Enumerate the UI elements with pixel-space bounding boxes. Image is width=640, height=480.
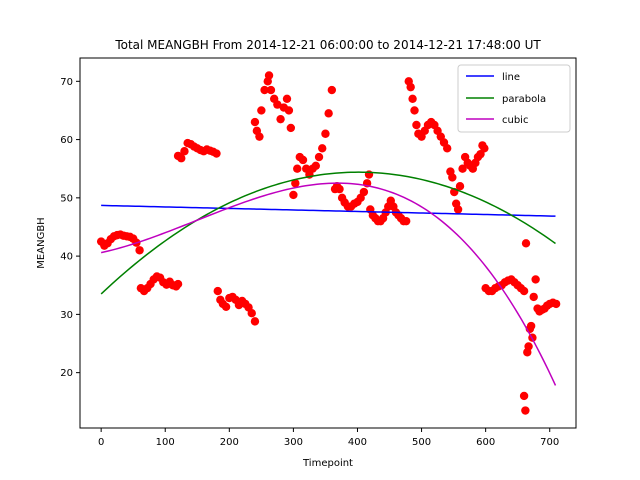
data-point bbox=[455, 181, 465, 191]
legend-parabola-label: parabola bbox=[502, 94, 546, 105]
data-point bbox=[289, 190, 298, 200]
data-point bbox=[282, 94, 292, 103]
data-point bbox=[264, 71, 274, 80]
data-points bbox=[96, 71, 561, 415]
x-tick-label: 500 bbox=[412, 437, 431, 448]
data-point bbox=[529, 292, 538, 302]
data-point bbox=[298, 155, 308, 165]
data-point bbox=[173, 279, 183, 289]
data-point bbox=[221, 302, 231, 311]
data-point bbox=[327, 85, 337, 95]
data-point bbox=[521, 239, 531, 248]
data-point bbox=[406, 82, 415, 92]
data-point bbox=[276, 114, 285, 124]
data-point bbox=[260, 85, 269, 95]
fit-curves bbox=[100, 171, 557, 386]
y-tick-label: 30 bbox=[60, 310, 73, 321]
data-point bbox=[335, 184, 344, 194]
data-point bbox=[551, 299, 561, 309]
legend-line-label: line bbox=[502, 72, 520, 83]
data-point bbox=[531, 275, 540, 284]
data-point bbox=[412, 120, 421, 130]
data-point bbox=[521, 406, 530, 415]
x-tick-label: 700 bbox=[540, 437, 559, 448]
data-point bbox=[135, 246, 144, 255]
y-axis-ticks: 20 30 40 50 60 70 bbox=[60, 77, 80, 379]
data-point bbox=[177, 154, 186, 163]
x-tick-label: 200 bbox=[220, 437, 239, 448]
data-point bbox=[359, 187, 369, 197]
data-point bbox=[311, 161, 321, 170]
legend: line parabola cubic bbox=[457, 64, 571, 133]
data-point bbox=[257, 106, 266, 115]
data-point bbox=[286, 123, 296, 133]
data-point bbox=[318, 144, 327, 153]
data-point bbox=[401, 216, 411, 226]
x-tick-label: 100 bbox=[156, 437, 175, 448]
data-point bbox=[273, 100, 282, 109]
data-point bbox=[408, 94, 417, 103]
axes-frame bbox=[79, 57, 577, 429]
data-point bbox=[255, 132, 264, 141]
y-tick-label: 50 bbox=[60, 193, 73, 204]
x-axis-ticks: 0 100 200 300 400 500 600 700 bbox=[98, 428, 559, 448]
data-point bbox=[410, 106, 419, 115]
data-point bbox=[250, 117, 260, 127]
data-point bbox=[524, 342, 533, 351]
x-axis-label: Timepoint bbox=[302, 458, 353, 469]
data-point bbox=[247, 309, 256, 318]
y-tick-label: 40 bbox=[60, 252, 73, 263]
legend-box bbox=[457, 64, 571, 133]
x-tick-label: 0 bbox=[98, 437, 104, 448]
data-point bbox=[453, 205, 463, 214]
data-point bbox=[519, 391, 529, 401]
data-point bbox=[293, 164, 302, 173]
data-point bbox=[519, 286, 529, 296]
data-point bbox=[321, 129, 330, 138]
legend-cubic-label: cubic bbox=[502, 115, 528, 126]
data-point bbox=[314, 152, 324, 162]
series-line-curve bbox=[101, 204, 556, 217]
series-parabola-curve bbox=[100, 171, 556, 295]
chart-title: Total MEANGBH From 2014-12-21 06:00:00 t… bbox=[114, 38, 541, 52]
data-point bbox=[212, 149, 221, 158]
x-tick-label: 300 bbox=[284, 437, 303, 448]
data-point bbox=[180, 147, 189, 156]
data-point bbox=[442, 144, 452, 153]
data-point bbox=[448, 173, 457, 182]
data-point bbox=[324, 109, 333, 118]
x-tick-label: 400 bbox=[348, 437, 367, 448]
data-point bbox=[458, 164, 467, 173]
y-axis-label: MEANGBH bbox=[36, 217, 47, 268]
y-tick-label: 20 bbox=[60, 368, 73, 379]
data-point bbox=[480, 144, 489, 153]
plot-area bbox=[96, 71, 561, 415]
data-point bbox=[250, 317, 260, 326]
series-cubic-curve bbox=[100, 182, 557, 386]
data-point bbox=[213, 286, 222, 296]
y-tick-label: 70 bbox=[60, 77, 73, 88]
data-point bbox=[284, 106, 294, 115]
y-tick-label: 60 bbox=[60, 135, 73, 146]
data-point bbox=[526, 321, 536, 331]
data-point bbox=[291, 179, 300, 188]
data-point bbox=[266, 85, 276, 95]
x-tick-label: 600 bbox=[476, 437, 495, 448]
